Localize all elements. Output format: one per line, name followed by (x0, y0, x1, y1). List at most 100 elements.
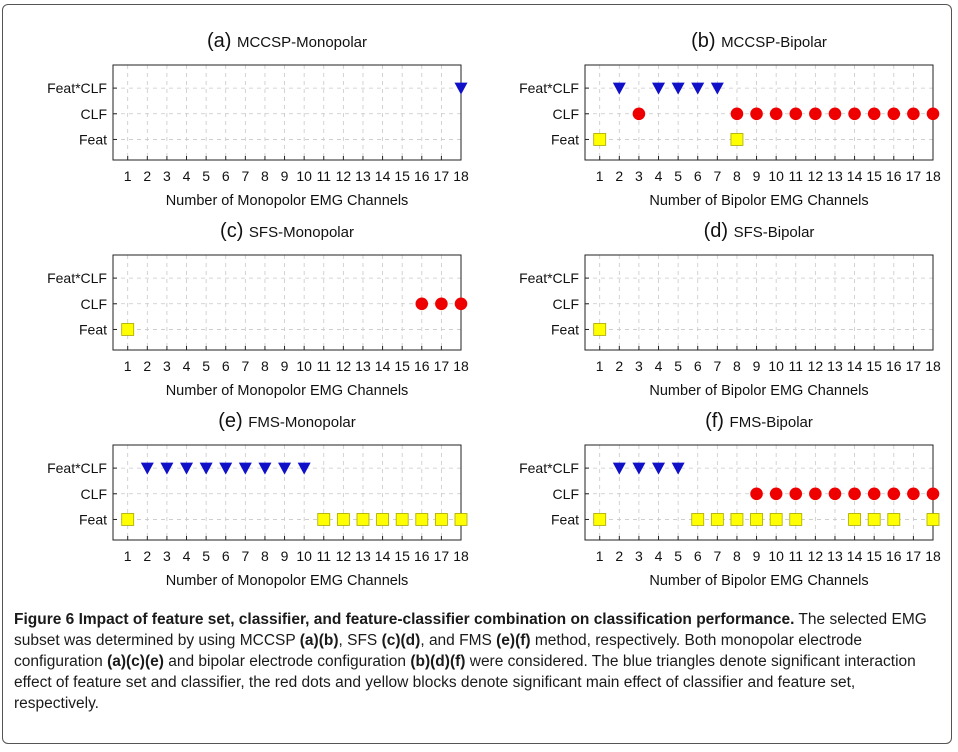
x-tick-label: 14 (847, 168, 863, 184)
x-tick-label: 10 (768, 358, 784, 374)
feat-marker (750, 513, 763, 526)
clf-marker (887, 487, 901, 501)
panel-title: (d) SFS-Bipolar (704, 220, 815, 242)
x-tick-label: 11 (316, 548, 331, 564)
clf-marker (867, 107, 881, 121)
caption-ref-cd: (c)(d) (381, 632, 421, 649)
x-tick-label: 8 (261, 548, 269, 564)
featclf-marker (454, 82, 468, 95)
x-tick-label: 17 (906, 358, 922, 374)
x-tick-label: 3 (163, 168, 171, 184)
x-tick-label: 1 (124, 358, 132, 374)
x-tick-label: 5 (202, 358, 210, 374)
x-tick-label: 18 (925, 548, 941, 564)
plot-area (112, 444, 462, 541)
x-tick-label: 12 (808, 358, 824, 374)
x-tick-label: 7 (713, 358, 721, 374)
panel-title: (b) MCCSP-Bipolar (691, 30, 827, 52)
feat-marker (415, 513, 429, 526)
x-tick-label: 9 (281, 358, 289, 374)
featclf-marker (238, 462, 252, 475)
caption-ref-ab: (a)(b) (299, 632, 339, 649)
plot-area (112, 64, 462, 161)
caption-text-2: , SFS (338, 632, 382, 649)
clf-marker (848, 107, 861, 121)
plot-area (584, 254, 934, 351)
caption-text-6: were considered. The blue triangles deno… (14, 653, 916, 712)
x-tick-label: 13 (827, 358, 843, 374)
x-tick-label: 16 (886, 548, 902, 564)
feat-marker (356, 513, 370, 526)
featclf-marker (297, 462, 311, 475)
y-tick-label: CLF (553, 296, 579, 312)
panel-title-text: FMS-Bipolar (730, 414, 813, 431)
y-tick-label: Feat*CLF (519, 460, 579, 476)
panel-label: (d) (704, 220, 734, 242)
x-tick-label: 1 (124, 168, 132, 184)
y-tick-label: Feat*CLF (47, 460, 107, 476)
clf-marker (907, 107, 920, 121)
feat-marker (121, 513, 135, 526)
y-tick-label: CLF (81, 486, 107, 502)
x-tick-label: 8 (733, 358, 741, 374)
x-tick-label: 3 (635, 168, 643, 184)
y-tick-label: Feat*CLF (519, 270, 579, 286)
x-tick-label: 5 (202, 168, 210, 184)
x-tick-label: 2 (615, 548, 623, 564)
feat-marker (336, 513, 350, 526)
x-tick-label: 1 (124, 548, 132, 564)
panel-label: (b) (691, 30, 721, 52)
x-tick-label: 16 (414, 168, 430, 184)
feat-marker (593, 133, 607, 146)
feat-marker (848, 513, 861, 526)
x-tick-label: 5 (202, 548, 210, 564)
x-tick-label: 6 (694, 168, 702, 184)
feat-marker (434, 513, 448, 526)
y-tick-label: CLF (81, 106, 107, 122)
panel-title: (a) MCCSP-Monopolar (207, 30, 367, 52)
x-tick-label: 18 (925, 358, 941, 374)
featclf-marker (160, 462, 174, 475)
clf-marker (907, 487, 920, 501)
feat-marker (926, 513, 940, 526)
x-tick-label: 14 (375, 548, 391, 564)
x-tick-label: 16 (886, 358, 902, 374)
x-tick-label: 13 (355, 358, 371, 374)
y-tick-label: Feat*CLF (519, 80, 579, 96)
x-tick-label: 9 (753, 168, 761, 184)
x-tick-label: 14 (847, 548, 863, 564)
x-tick-label: 4 (183, 168, 191, 184)
clf-marker (769, 107, 783, 121)
x-tick-label: 8 (733, 168, 741, 184)
featclf-marker (710, 82, 724, 95)
x-axis-label: Number of Bipolor EMG Channels (649, 383, 868, 399)
x-tick-label: 17 (434, 358, 450, 374)
clf-marker (435, 297, 448, 311)
x-tick-label: 17 (434, 168, 450, 184)
featclf-marker (652, 462, 666, 475)
x-tick-label: 9 (281, 548, 289, 564)
clf-marker (789, 107, 803, 121)
x-tick-label: 16 (886, 168, 902, 184)
clf-marker (789, 487, 803, 501)
clf-marker (926, 107, 940, 121)
panel-label: (f) (705, 410, 729, 432)
clf-marker (828, 107, 842, 121)
caption-text-1: The selected EMG subset was determined b… (14, 611, 927, 649)
panel-title-text: SFS-Bipolar (734, 224, 815, 241)
x-tick-label: 7 (241, 548, 249, 564)
feat-marker (730, 513, 744, 526)
caption-ref-ace: (a)(c)(e) (107, 653, 164, 670)
x-tick-label: 17 (434, 548, 450, 564)
clf-marker (632, 107, 646, 121)
x-tick-label: 14 (847, 358, 863, 374)
x-tick-label: 1 (596, 358, 604, 374)
x-tick-label: 1 (596, 168, 604, 184)
panel-title-text: SFS-Monopolar (249, 224, 354, 241)
x-tick-label: 6 (694, 548, 702, 564)
clf-marker (769, 487, 783, 501)
x-tick-label: 11 (788, 548, 803, 564)
featclf-marker (671, 82, 685, 95)
x-tick-label: 2 (615, 358, 623, 374)
